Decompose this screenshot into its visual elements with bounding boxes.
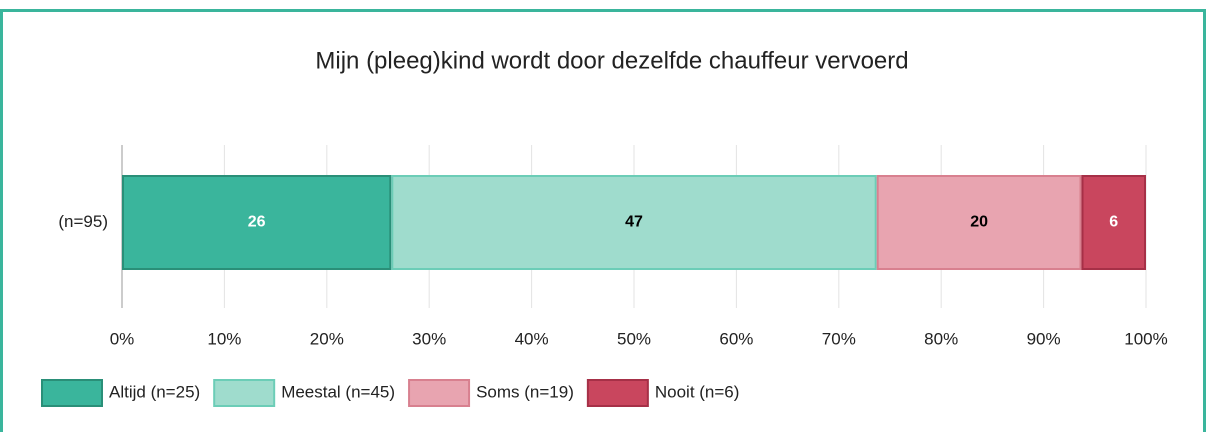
x-tick-label: 90% — [1027, 329, 1061, 348]
legend-label: Soms (n=19) — [476, 382, 574, 401]
x-tick-label: 0% — [110, 329, 135, 348]
bar-segment — [122, 175, 392, 270]
x-tick-label: 20% — [310, 329, 344, 348]
legend-label: Altijd (n=25) — [109, 382, 200, 401]
x-tick-label: 10% — [207, 329, 241, 348]
legend-label: Meestal (n=45) — [281, 382, 395, 401]
x-tick-label: 80% — [924, 329, 958, 348]
legend-swatch — [408, 379, 471, 407]
x-tick-label: 100% — [1124, 329, 1167, 348]
x-tick-label: 50% — [617, 329, 651, 348]
x-tick-label: 70% — [822, 329, 856, 348]
legend-swatch — [213, 379, 276, 407]
legend-label: Nooit (n=6) — [655, 382, 740, 401]
legend-swatch — [586, 379, 649, 407]
x-tick-label: 60% — [719, 329, 753, 348]
x-tick-label: 40% — [515, 329, 549, 348]
bar-segment — [391, 175, 877, 270]
bar-segment — [1081, 175, 1147, 270]
bar-segment — [876, 175, 1082, 270]
chart-title: Mijn (pleeg)kind wordt door dezelfde cha… — [315, 47, 908, 74]
data-label: 6 — [1109, 214, 1118, 231]
data-label: 47 — [625, 214, 643, 231]
x-tick-label: 30% — [412, 329, 446, 348]
legend-swatch — [41, 379, 103, 407]
y-tick-label: (n=95) — [58, 212, 108, 231]
data-label: 26 — [248, 214, 266, 231]
data-label: 20 — [970, 214, 988, 231]
